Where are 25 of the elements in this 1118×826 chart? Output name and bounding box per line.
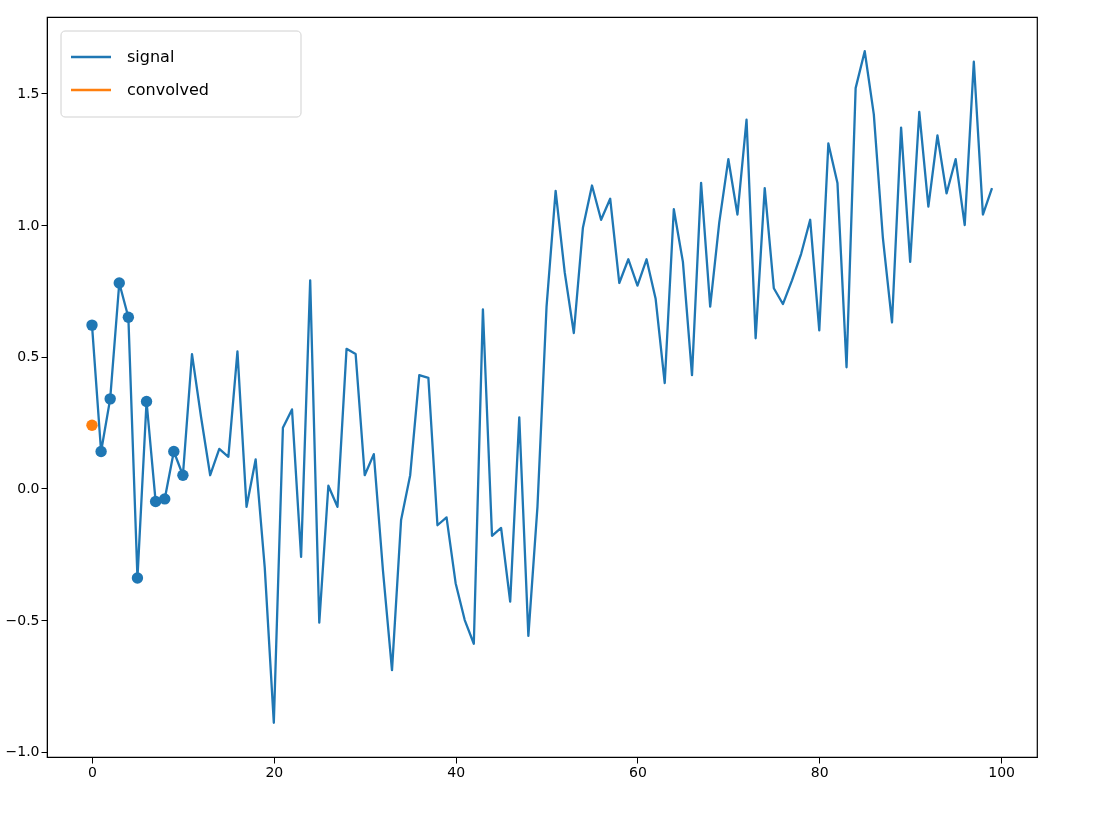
- x-tick-label: 80: [810, 763, 829, 780]
- legend-label: signal: [127, 47, 175, 66]
- point: [86, 419, 98, 431]
- point: [177, 469, 189, 481]
- point: [131, 572, 144, 584]
- x-tick-label: 40: [447, 763, 466, 780]
- point: [113, 277, 125, 289]
- y-tick-label: 1.5: [17, 84, 40, 101]
- point: [95, 445, 107, 458]
- point: [104, 393, 116, 405]
- x-tick-label: 60: [629, 763, 647, 780]
- legend-label: convolved: [127, 80, 209, 99]
- point: [140, 395, 153, 408]
- y-tick-label: −1.0: [5, 743, 40, 760]
- y-tick-label: 0.5: [17, 348, 40, 365]
- x-tick-label: 100: [988, 763, 1015, 780]
- point: [159, 493, 171, 505]
- point: [122, 311, 135, 323]
- x-tick-label: 20: [265, 763, 284, 780]
- y-tick-label: 1.0: [17, 216, 40, 233]
- y-tick-label: −0.5: [5, 611, 40, 628]
- point: [86, 319, 98, 331]
- point: [168, 445, 180, 458]
- y-tick-label: 0.0: [17, 479, 40, 496]
- x-tick-label: 0: [88, 763, 97, 780]
